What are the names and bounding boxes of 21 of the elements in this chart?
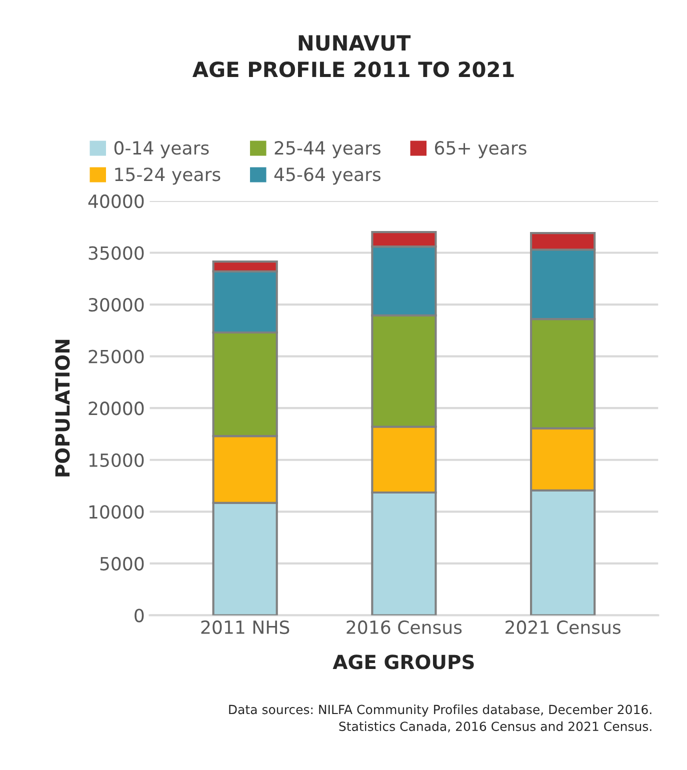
legend-label: 65+ years bbox=[435, 141, 526, 158]
y-tick-label: 40000 bbox=[88, 194, 144, 208]
y-tick-label: 0 bbox=[134, 608, 144, 622]
chart-title: NUNAVUT AGE PROFILE 2011 TO 2021 bbox=[192, 35, 514, 78]
x-axis-title: AGE GROUPS bbox=[332, 654, 474, 670]
text: Data sources: NILFA Community Profiles database, December 2016. Statistics Canada, 2016 Census and 2021 Census. bbox=[229, 704, 652, 732]
y-tick-label: 10000 bbox=[89, 505, 144, 519]
x-tick-label: 2011 NHS bbox=[201, 620, 290, 634]
y-tick-label: 35000 bbox=[88, 246, 144, 260]
y-tick-label: 15000 bbox=[89, 453, 144, 467]
legend-label: 15-24 years bbox=[115, 168, 220, 185]
legend-label: 25-44 years bbox=[274, 141, 380, 158]
x-tick-label: 2021 Census bbox=[506, 620, 620, 634]
legend-label: 45-64 years bbox=[274, 168, 380, 185]
y-tick-label: 5000 bbox=[100, 556, 144, 571]
y-axis-title: POPULATION bbox=[55, 340, 70, 476]
legend-label: 0-14 years bbox=[114, 141, 209, 158]
y-tick-label: 20000 bbox=[88, 402, 144, 416]
x-tick-label: 2016 Census bbox=[346, 620, 462, 634]
y-tick-label: 25000 bbox=[88, 350, 144, 364]
y-tick-label: 30000 bbox=[88, 298, 144, 312]
